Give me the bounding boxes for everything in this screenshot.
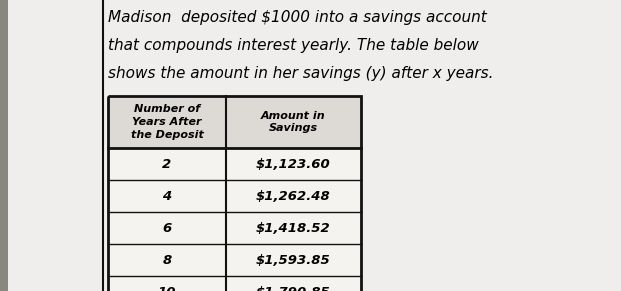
Bar bbox=[108, 244, 361, 276]
Text: $1,790.85: $1,790.85 bbox=[256, 285, 331, 291]
Text: Madison  deposited $1000 into a savings account: Madison deposited $1000 into a savings a… bbox=[108, 10, 487, 25]
Text: 2: 2 bbox=[162, 157, 171, 171]
Text: 6: 6 bbox=[162, 221, 171, 235]
Text: 4: 4 bbox=[162, 189, 171, 203]
Bar bbox=[0, 0, 8, 291]
Bar bbox=[108, 148, 361, 180]
Bar bbox=[108, 276, 361, 291]
Text: $1,262.48: $1,262.48 bbox=[256, 189, 331, 203]
Text: $1,418.52: $1,418.52 bbox=[256, 221, 331, 235]
Bar bbox=[108, 96, 361, 148]
Text: shows the amount in her savings (y) after x years.: shows the amount in her savings (y) afte… bbox=[108, 66, 494, 81]
Bar bbox=[108, 212, 361, 244]
Bar bbox=[108, 180, 361, 212]
Text: 8: 8 bbox=[162, 253, 171, 267]
Text: that compounds interest yearly. The table below: that compounds interest yearly. The tabl… bbox=[108, 38, 479, 53]
Text: $1,593.85: $1,593.85 bbox=[256, 253, 331, 267]
Text: 10: 10 bbox=[158, 285, 176, 291]
Text: Amount in
Savings: Amount in Savings bbox=[261, 111, 326, 133]
Text: Number of
Years After
the Deposit: Number of Years After the Deposit bbox=[130, 104, 204, 140]
Text: $1,123.60: $1,123.60 bbox=[256, 157, 331, 171]
Bar bbox=[108, 96, 361, 291]
